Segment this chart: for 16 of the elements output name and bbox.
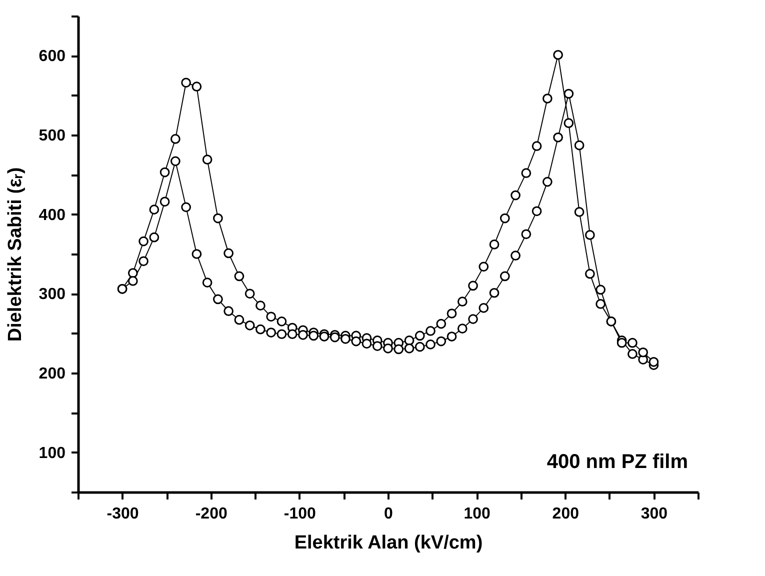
annotation: 400 nm PZ film (546, 451, 688, 473)
y-tick-label: 600 (38, 48, 66, 66)
x-axis-title: Elektrik Alan (kV/cm) (294, 532, 483, 554)
y-tick-label: 100 (38, 444, 66, 462)
x-tick-label: -300 (106, 506, 139, 522)
x-tick-label: -200 (195, 506, 228, 522)
x-tick-label: 100 (464, 506, 491, 522)
y-tick-label: 400 (38, 206, 66, 224)
y-tick-label: 300 (38, 286, 66, 304)
x-tick-label: 300 (640, 506, 668, 522)
y-tick-label: 200 (38, 366, 66, 382)
x-tick-label: -100 (284, 506, 316, 522)
y-tick-label: 500 (38, 128, 66, 144)
x-tick-label: 0 (384, 506, 394, 522)
y-axis-title: Dielektrik Sabiti (εᵣ) (4, 167, 26, 342)
x-tick-label: 200 (552, 506, 580, 522)
